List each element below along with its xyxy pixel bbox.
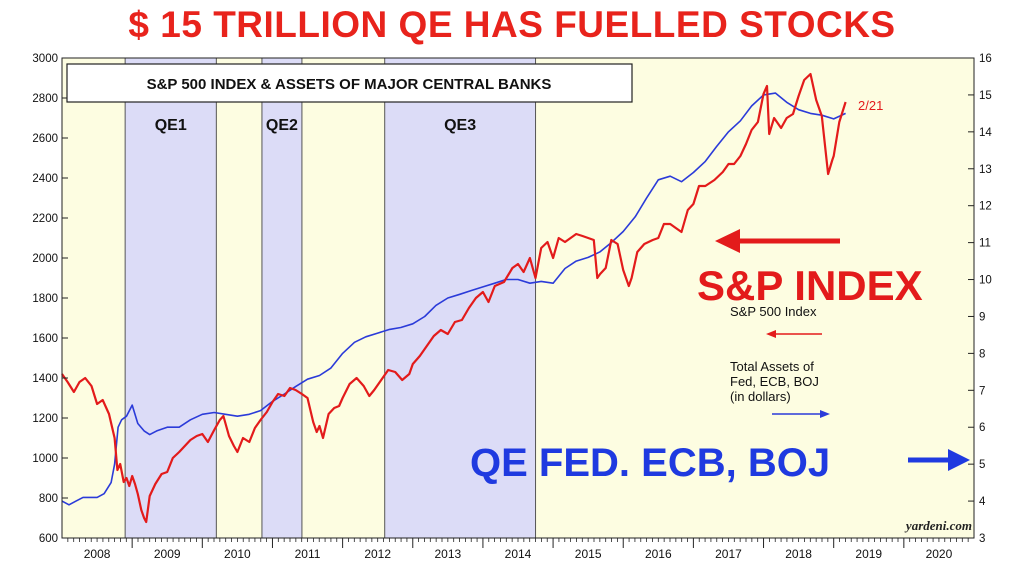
legend-sp-arrow-icon — [766, 330, 822, 338]
y-left-tick-label: 2000 — [32, 253, 58, 265]
chart-title: S&P 500 INDEX & ASSETS OF MAJOR CENTRAL … — [147, 76, 552, 93]
y-left-tick-label: 600 — [39, 533, 58, 545]
legend-assets-label-line: (in dollars) — [730, 389, 791, 404]
assets-series-line — [61, 92, 846, 506]
y-right-tick-label: 11 — [979, 238, 991, 250]
x-tick-label: 2013 — [434, 547, 461, 561]
legend-sp-label: S&P 500 Index — [730, 304, 817, 319]
y-left-tick-label: 2400 — [32, 173, 58, 185]
y-right-tick-label: 7 — [979, 385, 985, 397]
y-left-tick-label: 1000 — [32, 453, 58, 465]
legend-assets-label: Total Assets of Fed, ECB, BOJ (in dollar… — [730, 359, 823, 404]
y-axes: 600 800 1000 1200 1400 1600 1800 2000 2200 2400 26… — [32, 53, 992, 545]
sp500-series-line — [61, 72, 847, 524]
qe-band — [261, 57, 303, 539]
y-left-tick-label: 3000 — [32, 53, 58, 65]
x-tick-label: 2019 — [855, 547, 882, 561]
y-left-tick-label: 1200 — [32, 413, 58, 425]
y-left-tick-label: 1400 — [32, 373, 58, 385]
x-tick-label: 2015 — [575, 547, 602, 561]
latest-date-label: 2/21 — [858, 98, 883, 113]
y-left-tick-label: 1800 — [32, 293, 58, 305]
qe-bands: QE1 QE2 QE3 — [124, 57, 537, 539]
qe-band-label: QE3 — [444, 117, 476, 134]
x-tick-label: 2011 — [295, 547, 321, 561]
x-tick-label: 2012 — [364, 547, 391, 561]
y-right-tick-label: 13 — [979, 164, 992, 176]
x-tick-label: 2009 — [154, 547, 181, 561]
y-right-tick-label: 6 — [979, 422, 985, 434]
y-right-tick-label: 16 — [979, 53, 992, 65]
y-left-tick-label: 2200 — [32, 213, 58, 225]
y-right-tick-label: 5 — [979, 459, 985, 471]
x-tick-label: 2020 — [926, 547, 953, 561]
sp-index-annotation: S&P INDEX — [697, 262, 923, 309]
x-tick-label: 2017 — [715, 547, 742, 561]
y-left-tick-label: 2600 — [32, 133, 58, 145]
x-tick-label: 2008 — [84, 547, 111, 561]
x-tick-label: 2018 — [785, 547, 812, 561]
y-right-tick-label: 14 — [979, 127, 992, 139]
y-right-tick-label: 12 — [979, 201, 992, 213]
x-tick-label: 2014 — [505, 547, 532, 561]
y-right-tick-label: 3 — [979, 533, 985, 545]
legend-assets-arrow-icon — [772, 410, 830, 418]
legend-assets-label-line: Fed, ECB, BOJ — [730, 374, 819, 389]
source-label: yardeni.com — [904, 518, 972, 533]
y-right-tick-label: 10 — [979, 275, 992, 287]
qe-band-label: QE1 — [155, 117, 187, 134]
qe-banks-annotation: QE FED. ECB, BOJ — [470, 441, 830, 485]
y-left-tick-label: 800 — [39, 493, 58, 505]
y-left-tick-label: 2800 — [32, 93, 58, 105]
y-right-tick-label: 9 — [979, 311, 985, 323]
series-lines — [61, 72, 847, 524]
qe-arrow-icon — [908, 449, 970, 471]
qe-band-label: QE2 — [266, 117, 298, 134]
y-right-tick-label: 8 — [979, 348, 985, 360]
x-axis: 2008 2009 2010 2011 2012 2013 2014 2015 2016 2017… — [84, 547, 953, 561]
y-right-tick-label: 15 — [979, 90, 992, 102]
headline: $ 15 TRILLION QE HAS FUELLED STOCKS — [128, 4, 896, 45]
y-left-tick-label: 1600 — [32, 333, 58, 345]
chart-title-box — [66, 63, 633, 103]
legend-assets-label-line: Total Assets of — [730, 359, 814, 374]
x-tick-label: 2016 — [645, 547, 672, 561]
year-dividers — [67, 538, 969, 548]
sp-arrow-icon — [715, 229, 840, 253]
y-right-tick-label: 4 — [979, 496, 986, 508]
x-tick-label: 2010 — [224, 547, 251, 561]
